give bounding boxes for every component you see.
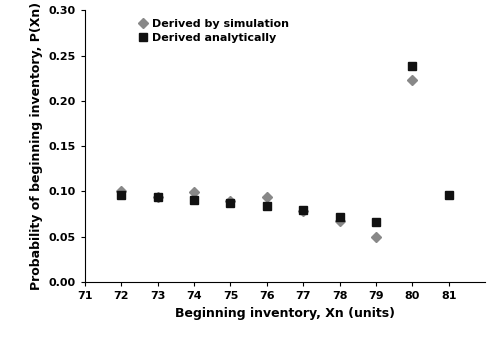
Line: Derived by simulation: Derived by simulation (118, 77, 416, 240)
Derived analytically (264, 204, 270, 208)
Derived analytically (446, 193, 452, 197)
Legend: Derived by simulation, Derived analytically: Derived by simulation, Derived analytica… (138, 19, 289, 43)
Derived analytically (410, 64, 416, 68)
Derived by simulation (154, 195, 160, 199)
Derived by simulation (336, 219, 342, 224)
Derived by simulation (373, 235, 379, 239)
Derived analytically (336, 215, 342, 219)
Derived by simulation (191, 190, 197, 194)
Derived by simulation (264, 195, 270, 199)
Derived analytically (191, 197, 197, 202)
Derived analytically (118, 193, 124, 197)
Derived by simulation (300, 208, 306, 213)
Line: Derived analytically: Derived analytically (117, 62, 453, 226)
Derived analytically (228, 201, 234, 205)
X-axis label: Beginning inventory, Xn (units): Beginning inventory, Xn (units) (175, 307, 395, 320)
Derived by simulation (228, 200, 234, 204)
Derived analytically (300, 207, 306, 212)
Y-axis label: Probability of beginning inventory, P(Xn): Probability of beginning inventory, P(Xn… (30, 2, 43, 290)
Derived by simulation (118, 189, 124, 193)
Derived analytically (154, 195, 160, 199)
Derived by simulation (410, 78, 416, 82)
Derived analytically (373, 220, 379, 224)
